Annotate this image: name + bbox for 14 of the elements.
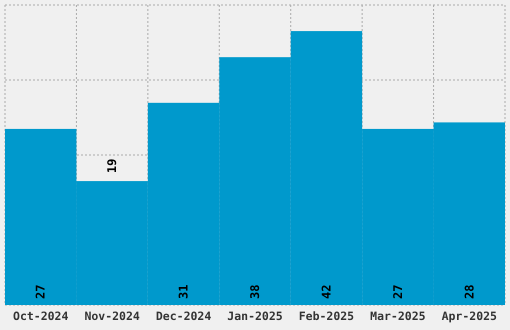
x-tick-label: Apr-2025 bbox=[442, 309, 498, 323]
x-tick-label: Feb-2025 bbox=[298, 309, 354, 323]
data-label: 19 bbox=[105, 158, 120, 174]
x-tick-label: Nov-2024 bbox=[84, 309, 140, 323]
data-label: 42 bbox=[319, 284, 334, 299]
data-label: 28 bbox=[462, 284, 476, 299]
x-tick-label: Oct-2024 bbox=[13, 309, 68, 323]
x-tick-label: Mar-2025 bbox=[370, 309, 426, 323]
data-label: 38 bbox=[248, 284, 262, 299]
x-tick-label: Jan-2025 bbox=[227, 309, 283, 323]
data-label: 27 bbox=[390, 284, 405, 299]
x-tick-label: Dec-2024 bbox=[156, 309, 212, 323]
data-label: 31 bbox=[176, 284, 191, 299]
data-label: 27 bbox=[34, 284, 48, 299]
